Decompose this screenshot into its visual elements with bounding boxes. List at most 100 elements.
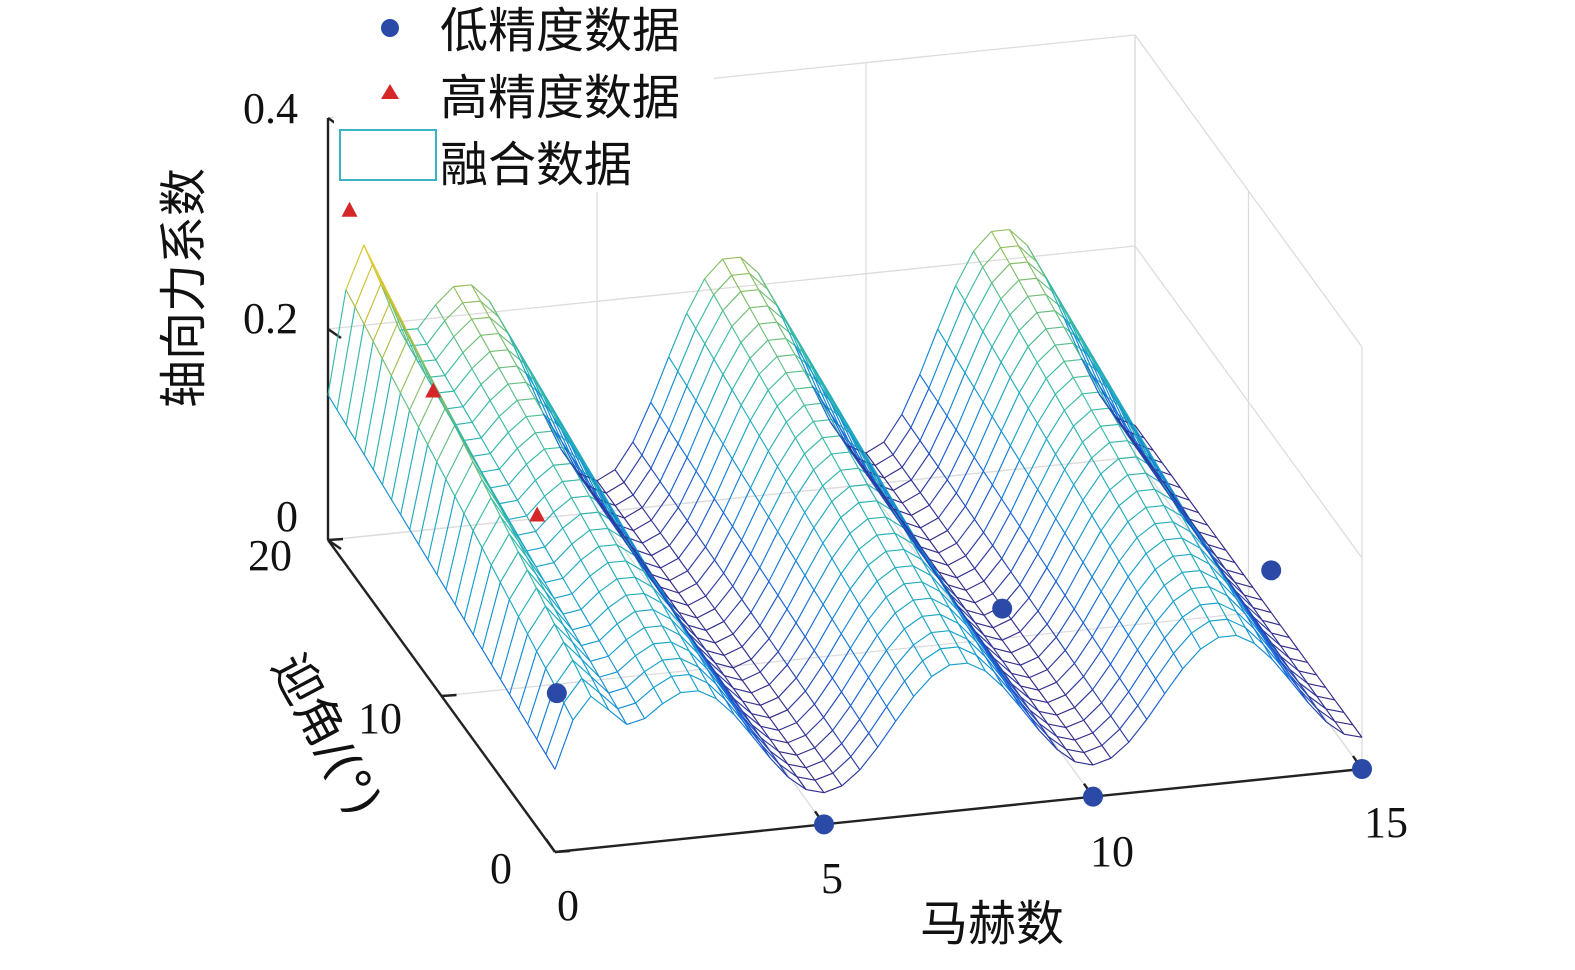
mesh-segment bbox=[722, 404, 742, 445]
mesh-segment bbox=[498, 367, 509, 385]
mesh-segment bbox=[984, 634, 1003, 641]
mesh-segment bbox=[632, 467, 652, 496]
mesh-segment bbox=[650, 356, 670, 403]
mesh-segment bbox=[1080, 357, 1091, 373]
mesh-segment bbox=[372, 375, 392, 470]
mesh-segment bbox=[939, 576, 950, 592]
mesh-segment bbox=[668, 494, 679, 508]
mesh-segment bbox=[769, 738, 788, 744]
mesh-segment bbox=[1189, 524, 1200, 539]
mesh-segment bbox=[812, 421, 823, 438]
mesh-segment bbox=[471, 456, 482, 473]
mesh-segment bbox=[731, 389, 742, 406]
mesh-segment bbox=[1127, 440, 1138, 458]
mesh-segment bbox=[949, 630, 968, 640]
mesh-segment bbox=[363, 323, 374, 342]
mesh-segment bbox=[1101, 728, 1121, 746]
mesh-segment bbox=[1118, 591, 1138, 621]
mesh-segment bbox=[533, 385, 553, 428]
mesh-segment bbox=[561, 446, 572, 464]
mesh-segment bbox=[750, 638, 770, 660]
mesh-segment bbox=[1045, 378, 1056, 395]
mesh-segment bbox=[876, 532, 895, 536]
mesh-segment bbox=[796, 747, 815, 756]
mesh-segment bbox=[678, 619, 689, 634]
mesh-segment bbox=[768, 546, 788, 582]
mesh-segment bbox=[651, 574, 670, 582]
mesh-segment bbox=[975, 631, 994, 649]
legend-label: 融合数据 bbox=[440, 137, 632, 193]
mesh-segment bbox=[928, 388, 939, 403]
mesh-segment bbox=[813, 558, 833, 591]
mesh-segment bbox=[847, 447, 858, 462]
mesh-segment bbox=[759, 625, 770, 640]
mesh-segment bbox=[381, 358, 392, 377]
mesh-segment bbox=[1083, 702, 1103, 721]
mesh-segment bbox=[957, 646, 968, 664]
mesh-segment bbox=[948, 607, 968, 627]
mesh-segment bbox=[785, 404, 805, 423]
mesh-segment bbox=[634, 655, 645, 672]
mesh-segment bbox=[507, 484, 519, 501]
mesh-segment bbox=[633, 548, 644, 563]
mesh-segment bbox=[427, 444, 438, 463]
mesh-segment bbox=[1011, 688, 1022, 704]
mesh-segment bbox=[653, 675, 672, 689]
mesh-segment bbox=[598, 578, 618, 593]
mesh-segment bbox=[659, 443, 679, 482]
mesh-segment bbox=[1208, 563, 1219, 581]
mesh-segment bbox=[695, 429, 715, 472]
mesh-segment bbox=[1080, 345, 1091, 361]
mesh-segment bbox=[462, 300, 481, 304]
mesh-segment bbox=[1270, 632, 1281, 647]
mesh-segment bbox=[1153, 461, 1164, 477]
mesh-segment bbox=[507, 349, 518, 367]
mesh-segment bbox=[1020, 696, 1031, 711]
mesh-segment bbox=[632, 441, 643, 456]
mesh-segment bbox=[643, 671, 655, 688]
mesh-segment bbox=[749, 307, 760, 325]
mesh-segment bbox=[993, 657, 1012, 674]
mesh-segment bbox=[1053, 291, 1064, 308]
mesh-segment bbox=[1091, 407, 1110, 411]
mesh-segment bbox=[1262, 629, 1281, 647]
mesh-segment bbox=[751, 730, 762, 745]
mesh-segment bbox=[1026, 245, 1037, 262]
mesh-segment bbox=[742, 700, 761, 706]
mesh-segment bbox=[1011, 683, 1022, 698]
mesh-segment bbox=[499, 582, 510, 600]
mesh-segment bbox=[930, 575, 950, 596]
mesh-segment bbox=[499, 515, 510, 535]
mesh-segment bbox=[623, 507, 643, 519]
mesh-segment bbox=[1144, 444, 1155, 461]
mesh-segment bbox=[490, 487, 501, 504]
mesh-segment bbox=[1173, 553, 1192, 557]
mesh-segment bbox=[965, 532, 985, 557]
mesh-segment bbox=[560, 440, 571, 456]
mesh-segment bbox=[1110, 691, 1130, 717]
mesh-segment bbox=[885, 628, 905, 651]
mesh-segment bbox=[399, 328, 418, 331]
mesh-segment bbox=[1307, 683, 1318, 697]
mesh-segment bbox=[1243, 574, 1254, 588]
mesh-segment bbox=[715, 683, 726, 700]
mesh-segment bbox=[742, 711, 762, 727]
mesh-segment bbox=[1109, 474, 1129, 491]
mesh-segment bbox=[634, 611, 645, 628]
mesh-segment bbox=[759, 651, 779, 673]
mesh-segment bbox=[750, 516, 770, 555]
mesh-segment bbox=[751, 724, 771, 740]
mesh-segment bbox=[1100, 561, 1120, 592]
mesh-segment bbox=[1071, 330, 1091, 373]
mesh-segment bbox=[858, 500, 877, 504]
mesh-segment bbox=[1298, 682, 1309, 696]
mesh-segment bbox=[1179, 487, 1190, 501]
mesh-segment bbox=[1045, 360, 1065, 379]
mesh-segment bbox=[661, 659, 672, 677]
mesh-segment bbox=[794, 437, 805, 455]
mesh-segment bbox=[686, 457, 697, 472]
mesh-segment bbox=[732, 688, 743, 702]
grid-line bbox=[1134, 245, 1363, 559]
mesh-segment bbox=[626, 671, 645, 688]
mesh-segment bbox=[1253, 616, 1264, 631]
